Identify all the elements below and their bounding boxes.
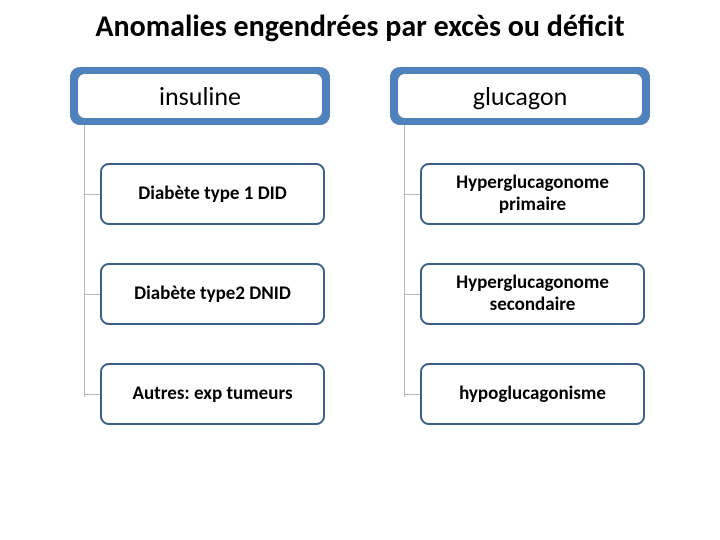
connector-h [84, 294, 100, 295]
column-header: glucagon [390, 67, 650, 125]
connector-h [404, 394, 420, 395]
column-header-label: glucagon [398, 74, 642, 118]
columns-container: insuline Diabète type 1 DID Diabète type… [0, 49, 720, 425]
column-insuline: insuline Diabète type 1 DID Diabète type… [70, 67, 330, 425]
connector-h [84, 194, 100, 195]
column-header-label: insuline [78, 74, 322, 118]
child-item: Diabète type2 DNID [100, 263, 325, 325]
child-item: Autres: exp tumeurs [100, 363, 325, 425]
child-item: hypoglucagonisme [420, 363, 645, 425]
child-item: Hyperglucagonome primaire [420, 163, 645, 225]
connector-h [404, 194, 420, 195]
connector-vertical [84, 105, 85, 397]
connector-vertical [404, 105, 405, 397]
connector-h [404, 294, 420, 295]
connector-h [84, 394, 100, 395]
page-title: Anomalies engendrées par excès ou défici… [0, 0, 720, 49]
child-item: Diabète type 1 DID [100, 163, 325, 225]
column-header: insuline [70, 67, 330, 125]
column-glucagon: glucagon Hyperglucagonome primaire Hyper… [390, 67, 650, 425]
child-item: Hyperglucagonome secondaire [420, 263, 645, 325]
